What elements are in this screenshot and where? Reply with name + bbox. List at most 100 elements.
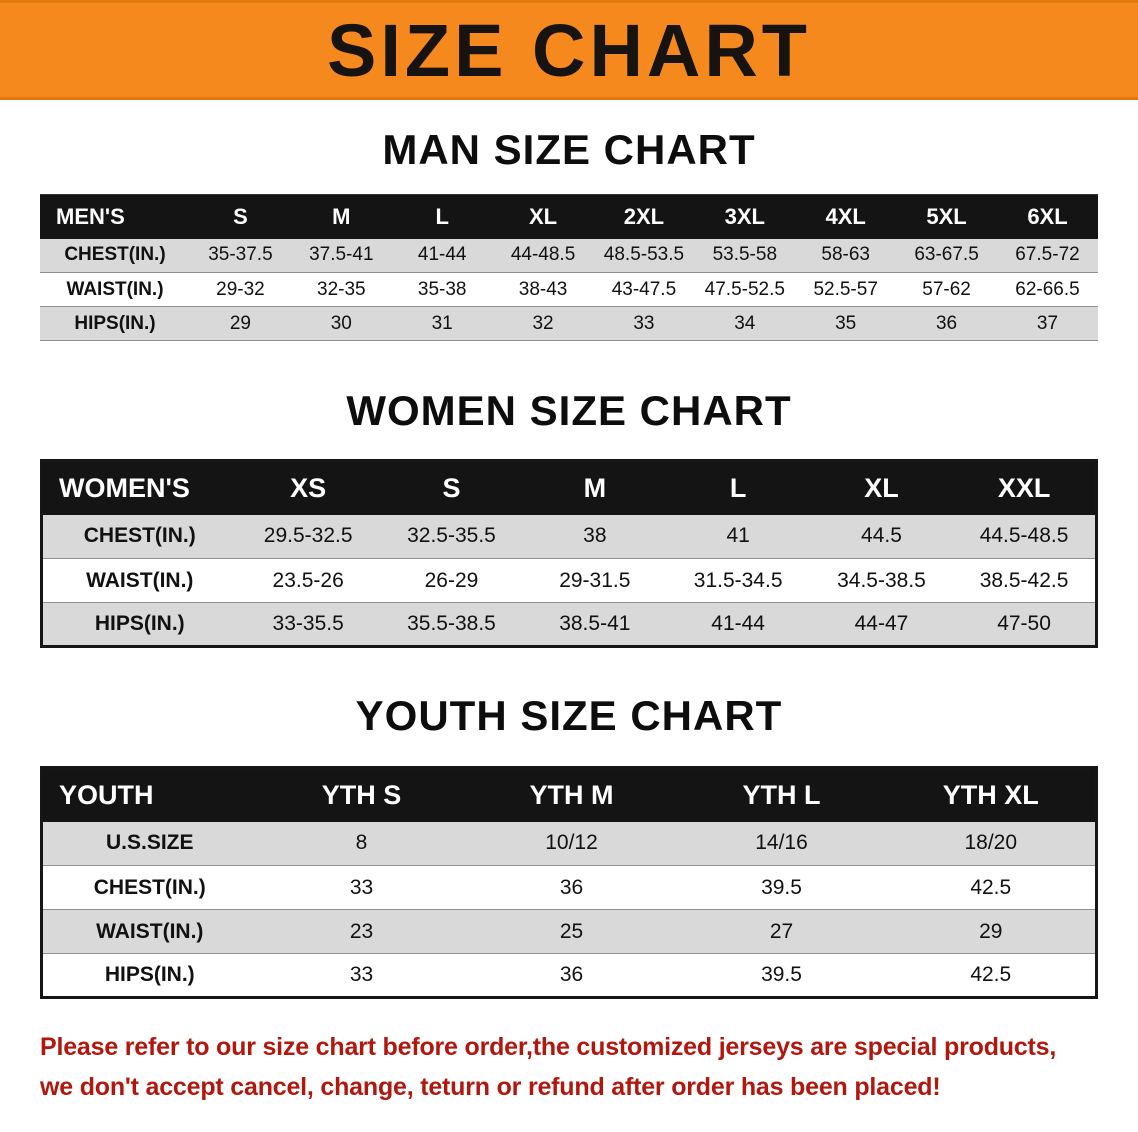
footer-line-1: Please refer to our size chart before or…: [40, 1033, 1057, 1061]
value-cell: 35.5-38.5: [407, 612, 496, 635]
value-cell: 67.5-72: [1015, 244, 1080, 266]
footer-note: Please refer to our size chart before or…: [40, 1027, 1100, 1107]
size-header-cell: 4XL: [795, 194, 897, 239]
row-label-cell: U.S.SIZE: [105, 831, 194, 855]
women-size-section: WOMEN SIZE CHART WOMEN'S XS S M L XL XXL CHEST(…: [0, 387, 1138, 648]
value-cell: 33: [633, 312, 655, 334]
value-cell: 58-63: [821, 244, 870, 266]
size-chart-banner: SIZE CHART: [0, 0, 1138, 100]
value-cell: 44.5: [861, 524, 902, 548]
size-header-cell: YTH M: [466, 767, 677, 822]
size-header-cell: XL: [809, 460, 954, 515]
value-cell: 32-35: [317, 278, 366, 300]
value-cell: 29-32: [216, 278, 265, 300]
value-cell: 47.5-52.5: [704, 278, 785, 300]
size-header-cell: YTH XL: [886, 767, 1097, 822]
value-cell: 62-66.5: [1015, 278, 1080, 300]
value-cell: 36: [935, 312, 958, 334]
table-title-cell: WOMEN'S: [41, 460, 237, 515]
row-label-cell: WAIST(IN.): [66, 278, 164, 300]
size-header-cell: S: [190, 194, 291, 239]
table-row: CHEST(IN.) 35-37.5 37.5-41 41-44 44-48.5 48.5…: [40, 238, 1098, 273]
size-header-cell: M: [290, 194, 392, 239]
value-cell: 29-31.5: [559, 568, 631, 592]
value-cell: 32: [532, 312, 554, 334]
value-cell: 31: [431, 312, 453, 334]
value-cell: 34.5-38.5: [837, 568, 926, 592]
value-cell: 38.5-42.5: [979, 568, 1069, 592]
value-cell: 29: [979, 919, 1003, 943]
row-label-cell: HIPS(IN.): [104, 963, 195, 986]
value-cell: 35: [835, 312, 857, 334]
value-cell: 34: [734, 312, 756, 334]
value-cell: 25: [559, 919, 584, 943]
table-row: WAIST(IN.) 23 25 27 29: [41, 909, 1097, 954]
women-size-table: WOMEN'S XS S M L XL XXL CHEST(IN.) 29.5-32.5 32.5…: [40, 459, 1098, 648]
size-header-cell: 5XL: [896, 194, 997, 239]
value-cell: 31.5-34.5: [693, 568, 783, 592]
value-cell: 37.5-41: [309, 244, 374, 266]
value-cell: 35-38: [417, 278, 467, 300]
value-cell: 36: [559, 963, 584, 986]
size-header-cell: YTH L: [676, 767, 887, 822]
row-label-cell: WAIST(IN.): [86, 568, 194, 592]
men-size-section: MAN SIZE CHART MEN'S S M L XL 2XL 3XL 4XL 5XL 6XL…: [0, 126, 1138, 341]
youth-section-heading: YOUTH SIZE CHART: [355, 692, 783, 739]
value-cell: 38.5-41: [559, 612, 631, 635]
value-cell: 29.5-32.5: [263, 524, 353, 548]
value-cell: 10/12: [545, 831, 598, 855]
value-cell: 33: [349, 875, 374, 899]
value-cell: 41-44: [711, 612, 765, 635]
size-header-cell: 3XL: [694, 194, 796, 239]
row-label-cell: CHEST(IN.): [83, 524, 196, 548]
value-cell: 29: [229, 312, 251, 334]
value-cell: 41: [726, 524, 750, 548]
value-cell: 39.5: [761, 875, 802, 899]
value-cell: 33: [349, 963, 374, 986]
value-cell: 26-29: [424, 568, 479, 592]
value-cell: 53.5-58: [712, 244, 778, 266]
table-row: CHEST(IN.) 29.5-32.5 32.5-35.5 38 41 44.5 44.5…: [41, 514, 1097, 559]
value-cell: 35-37.5: [208, 244, 273, 266]
footer-line-2: we don't accept cancel, change, teturn o…: [40, 1073, 941, 1101]
women-section-heading: WOMEN SIZE CHART: [346, 387, 792, 434]
row-label-cell: CHEST(IN.): [93, 875, 206, 899]
size-header-cell: L: [666, 460, 810, 515]
value-cell: 8: [355, 831, 368, 855]
table-row: HIPS(IN.) 29 30 31 32 33 34 35 36 37: [40, 306, 1098, 341]
header-row: WOMEN'S XS S M L XL XXL: [41, 460, 1097, 515]
size-header-cell: XL: [492, 194, 594, 239]
banner-title: SIZE CHART: [327, 8, 811, 92]
size-header-cell: 2XL: [593, 194, 695, 239]
size-header-cell: XS: [236, 460, 380, 515]
value-cell: 52.5-57: [813, 278, 878, 300]
size-header-cell: XXL: [953, 460, 1097, 515]
value-cell: 63-67.5: [914, 244, 979, 266]
size-header-cell: S: [379, 460, 524, 515]
table-title-cell: YOUTH: [41, 767, 257, 822]
table-row: U.S.SIZE 8 10/12 14/16 18/20: [41, 821, 1097, 866]
value-cell: 37: [1036, 312, 1059, 334]
header-row: YOUTH YTH S YTH M YTH L YTH XL: [41, 767, 1097, 822]
value-cell: 38: [583, 524, 607, 548]
value-cell: 23.5-26: [272, 568, 344, 592]
table-row: HIPS(IN.) 33 36 39.5 42.5: [41, 953, 1097, 998]
value-cell: 36: [559, 875, 584, 899]
value-cell: 42.5: [970, 875, 1012, 899]
value-cell: 27: [769, 919, 794, 943]
value-cell: 44.5-48.5: [979, 524, 1069, 548]
table-row: WAIST(IN.) 23.5-26 26-29 29-31.5 31.5-34.5 34…: [41, 558, 1097, 603]
table-title-cell: MEN'S: [40, 194, 190, 239]
value-cell: 44-48.5: [510, 244, 576, 266]
table-row: WAIST(IN.) 29-32 32-35 35-38 38-43 43-47.5 47.…: [40, 272, 1098, 307]
value-cell: 30: [330, 312, 352, 334]
value-cell: 42.5: [970, 963, 1012, 986]
men-section-heading: MAN SIZE CHART: [382, 126, 756, 173]
value-cell: 23: [349, 919, 374, 943]
value-cell: 47-50: [997, 612, 1051, 635]
value-cell: 43-47.5: [611, 278, 677, 300]
men-size-table: MEN'S S M L XL 2XL 3XL 4XL 5XL 6XL CHEST(IN.) 35-37…: [40, 194, 1098, 341]
youth-size-table: YOUTH YTH S YTH M YTH L YTH XL U.S.SIZE 8 10/12…: [40, 766, 1098, 999]
value-cell: 38-43: [518, 278, 568, 300]
value-cell: 44-47: [854, 612, 909, 635]
